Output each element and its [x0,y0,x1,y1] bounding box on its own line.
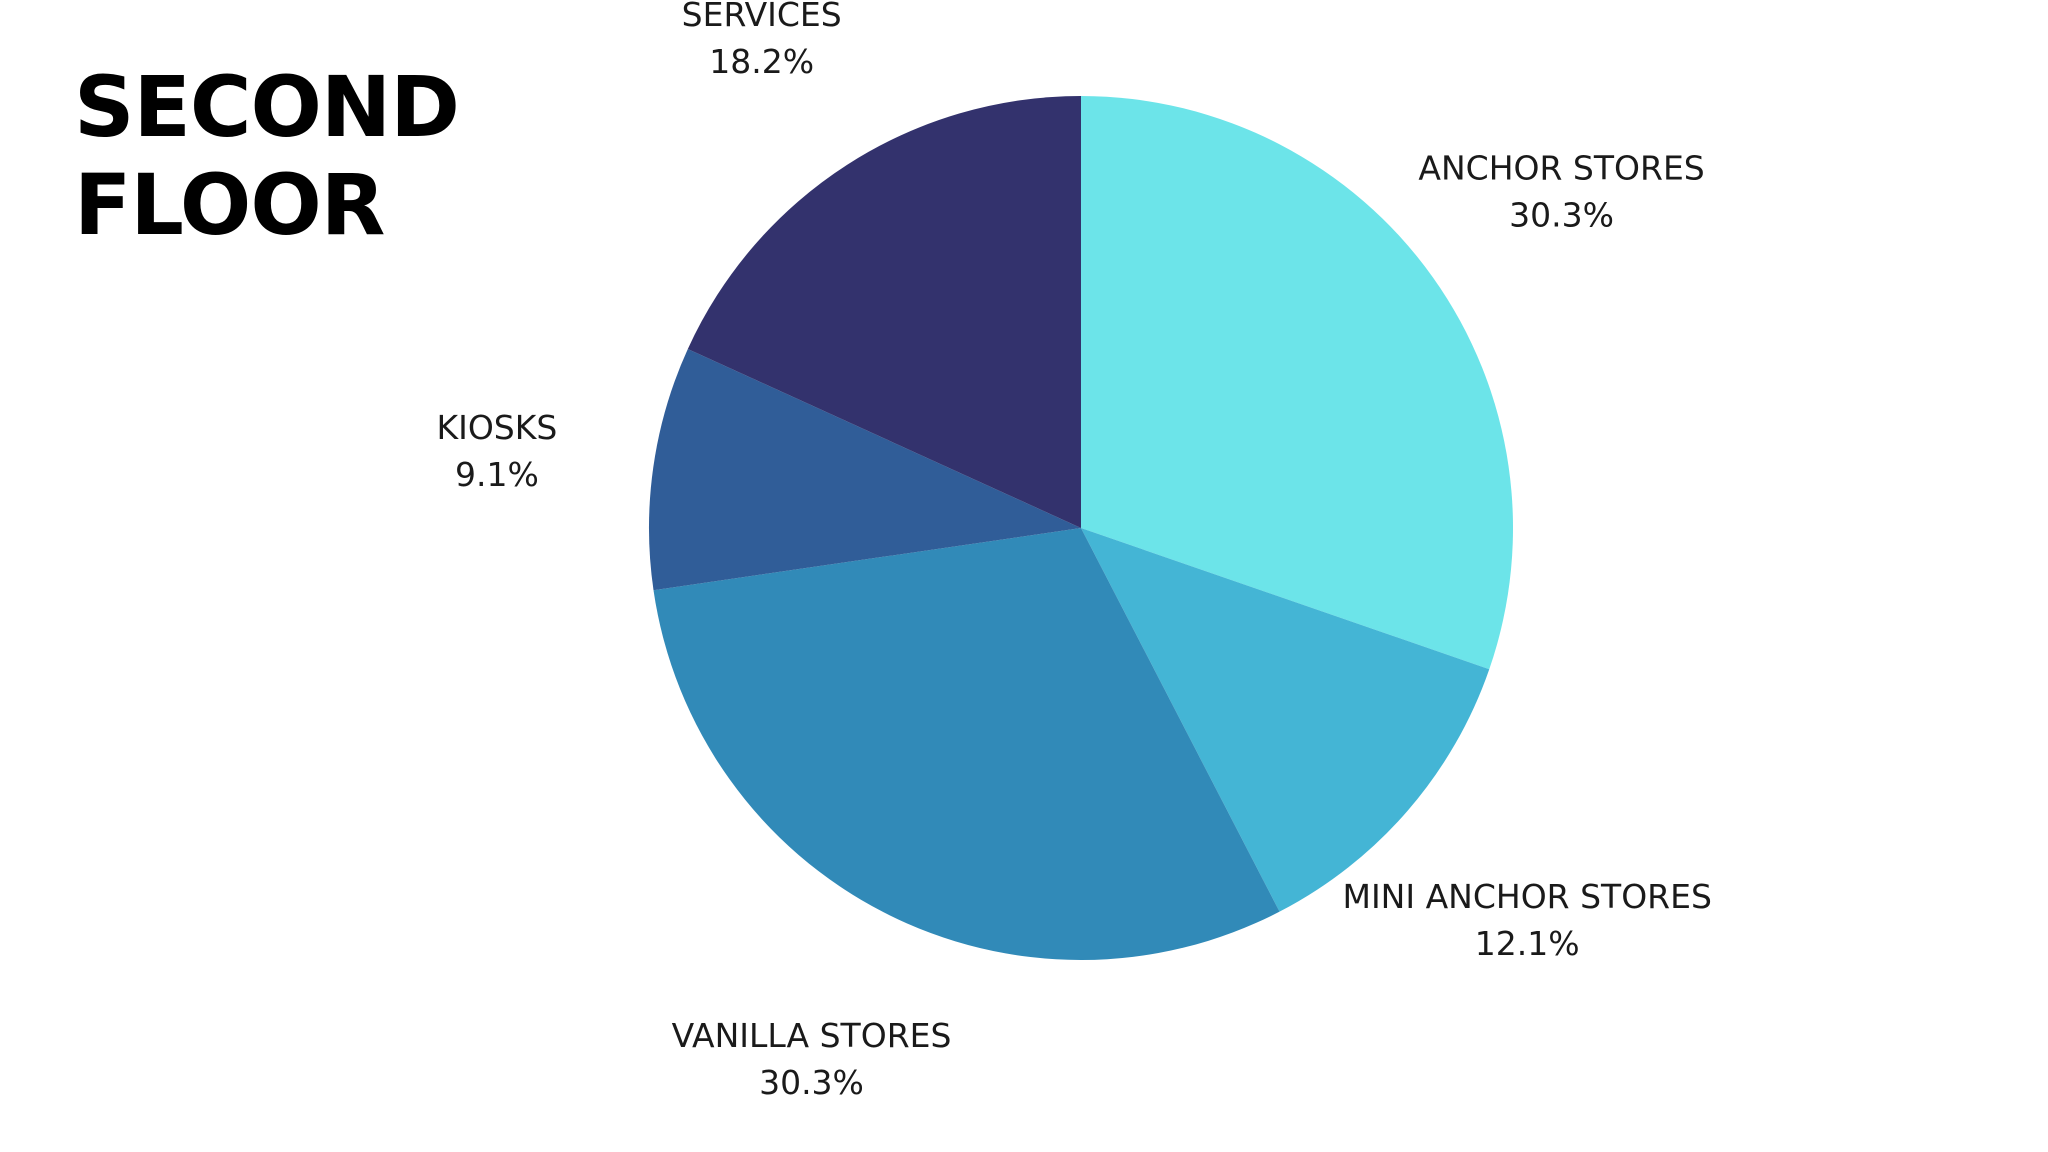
pie-label-name: KIOSKS [436,408,557,447]
pie-slices [648,96,1514,960]
pie-label-kiosks: KIOSKS 9.1% [436,408,557,494]
pie-label-mini-anchor-stores: MINI ANCHOR STORES 12.1% [1342,877,1711,963]
pie-label-value: 12.1% [1475,924,1580,963]
pie-slice-anchor-stores [1081,96,1514,670]
pie-label-name: VANILLA STORES [672,1016,952,1055]
pie-label-value: 30.3% [1509,196,1614,235]
pie-label-anchor-stores: ANCHOR STORES 30.3% [1418,149,1704,235]
pie-label-name: MINI ANCHOR STORES [1342,877,1711,916]
pie-label-value: 9.1% [455,455,539,494]
pie-label-value: 30.3% [759,1063,864,1102]
chart-title-line-2: FLOOR [74,156,385,254]
pie-label-name: ANCHOR STORES [1418,149,1704,188]
pie-slice-mini-anchor-stores [1081,528,1490,912]
pie-slice-kiosks [648,348,1081,591]
pie-labels: ANCHOR STORES 30.3% MINI ANCHOR STORES 12.1… [436,0,1711,1102]
pie-label-services: SERVICES 18.2% [682,0,842,81]
chart-title: SECOND FLOOR [74,58,460,254]
pie-slice-vanilla-stores [653,528,1280,960]
pie-slice-services [687,96,1081,528]
pie-label-value: 18.2% [709,42,814,81]
pie-label-name: SERVICES [682,0,842,34]
pie-label-vanilla-stores: VANILLA STORES 30.3% [672,1016,952,1102]
chart-title-line-1: SECOND [74,58,460,156]
